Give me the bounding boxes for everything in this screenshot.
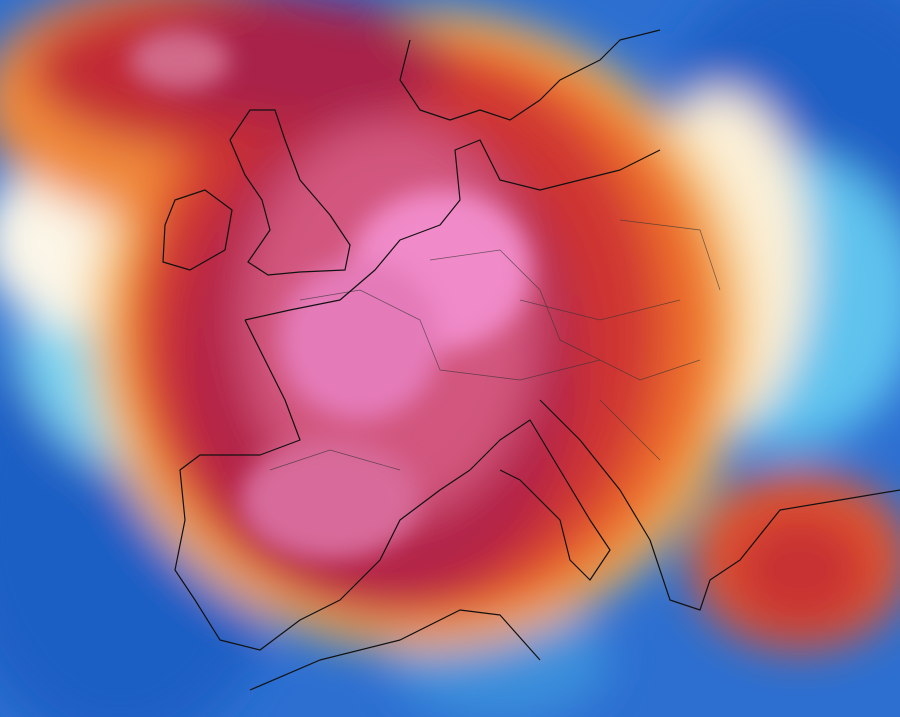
record-core-iberia [240,440,420,560]
continent-north [244,139,661,321]
balkans [539,399,900,611]
ireland [162,189,233,271]
scandinavia [399,29,661,121]
coastlines [162,29,900,691]
record-core-atlantic [130,30,230,90]
italy [469,419,611,581]
borders [269,219,721,471]
very-hot-east [730,510,870,630]
north-africa [249,609,541,691]
record-core-france [280,260,440,420]
france-iberia [174,319,471,651]
britain [229,109,351,276]
extreme-north [150,0,450,120]
